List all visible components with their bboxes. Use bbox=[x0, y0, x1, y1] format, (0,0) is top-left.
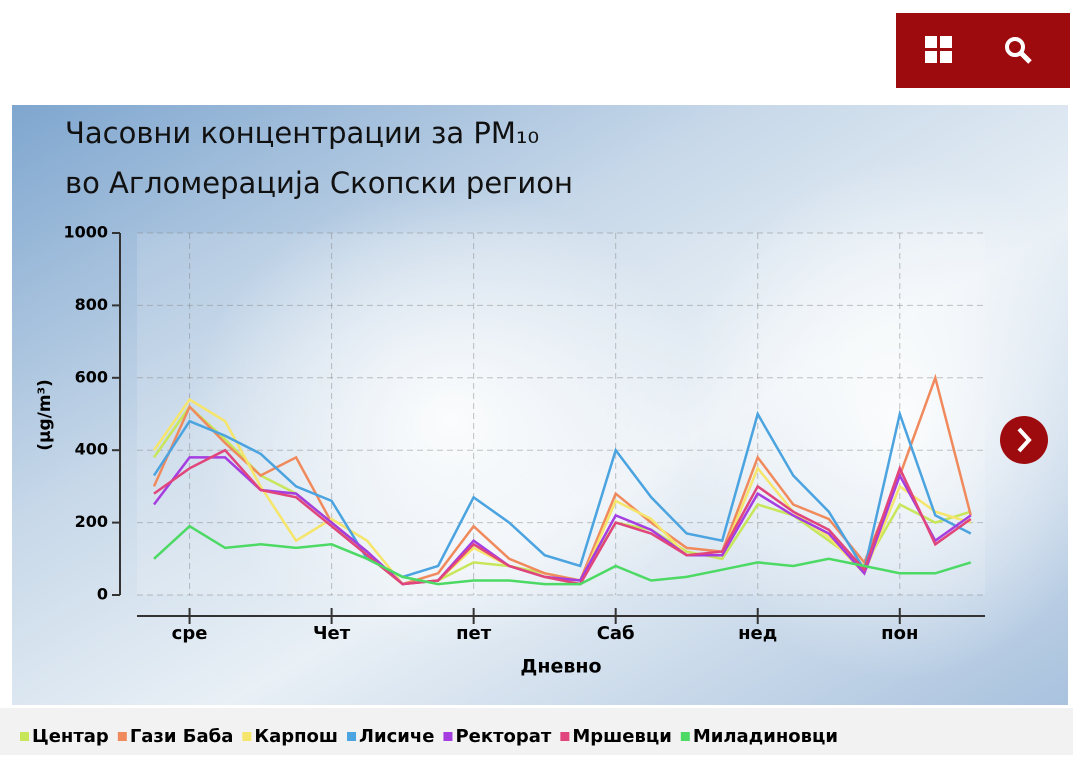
legend-item: Миладиновци bbox=[681, 726, 838, 747]
x-tick-label: Чет bbox=[313, 623, 351, 644]
legend-item: Ректорат bbox=[443, 726, 551, 747]
chart-title: Часовни концентрации за PM₁₀ bbox=[65, 116, 539, 150]
y-axis-label: (µg/m³) bbox=[35, 379, 55, 451]
legend-label: Миладиновци bbox=[693, 726, 838, 747]
x-axis-label: Дневно bbox=[520, 656, 601, 678]
legend-swatch bbox=[560, 732, 569, 741]
legend-swatch bbox=[347, 732, 356, 741]
next-button[interactable] bbox=[1000, 416, 1048, 464]
legend-item: Центар bbox=[20, 726, 109, 747]
legend-label: Карпош bbox=[254, 726, 338, 747]
chart-title: во Агломерација Скопски регион bbox=[65, 166, 573, 200]
legend-item: Мршевци bbox=[560, 726, 671, 747]
legend-swatch bbox=[118, 732, 127, 741]
toolbar bbox=[896, 13, 1070, 88]
y-tick-label: 400 bbox=[75, 440, 108, 459]
legend: Центар Гази Баба Карпош Лисиче Ректорат Мршев… bbox=[20, 726, 838, 747]
legend-swatch bbox=[242, 732, 251, 741]
y-tick-label: 600 bbox=[75, 367, 108, 386]
x-tick-label: Саб bbox=[597, 623, 635, 644]
legend-label: Лисиче bbox=[359, 726, 434, 747]
legend-swatch bbox=[443, 732, 452, 741]
screen: Часовни концентрации за PM₁₀ во Агломера… bbox=[0, 0, 1073, 755]
page: Часовни концентрации за PM₁₀ во Агломера… bbox=[0, 0, 1073, 755]
x-tick-label: пон bbox=[881, 623, 918, 644]
plot-area bbox=[137, 233, 985, 595]
legend-swatch bbox=[681, 732, 690, 741]
y-tick-label: 800 bbox=[75, 295, 108, 314]
legend-swatch bbox=[20, 732, 29, 741]
legend-label: Гази Баба bbox=[130, 726, 234, 747]
y-tick-label: 1000 bbox=[63, 223, 108, 242]
legend-item: Лисиче bbox=[347, 726, 434, 747]
legend-label: Ректорат bbox=[455, 726, 551, 747]
x-tick-label: пет bbox=[456, 623, 492, 644]
legend-label: Центар bbox=[32, 726, 109, 747]
legend-item: Карпош bbox=[242, 726, 338, 747]
y-tick-label: 0 bbox=[97, 585, 108, 604]
y-tick-label: 200 bbox=[75, 512, 108, 531]
toolbar-bg bbox=[896, 13, 1070, 88]
legend-label: Мршевци bbox=[572, 726, 671, 747]
x-tick-label: нед bbox=[738, 623, 777, 644]
legend-item: Гази Баба bbox=[118, 726, 234, 747]
x-tick-label: сре bbox=[172, 623, 208, 644]
